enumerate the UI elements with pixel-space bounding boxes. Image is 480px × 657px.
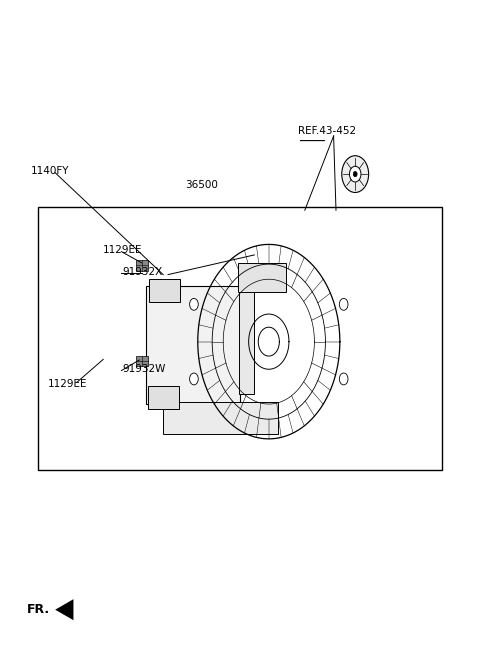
Bar xyxy=(149,279,180,302)
Circle shape xyxy=(342,156,369,193)
Text: 36500: 36500 xyxy=(185,180,218,191)
Bar xyxy=(163,402,278,434)
Circle shape xyxy=(190,298,198,310)
Polygon shape xyxy=(136,260,148,271)
Text: 1140FY: 1140FY xyxy=(31,166,70,176)
Bar xyxy=(38,207,442,470)
Bar xyxy=(148,386,179,409)
Text: 1129EE: 1129EE xyxy=(48,379,87,390)
Text: FR.: FR. xyxy=(26,603,49,616)
Circle shape xyxy=(190,373,198,385)
Circle shape xyxy=(339,298,348,310)
Circle shape xyxy=(339,373,348,385)
Text: 91932W: 91932W xyxy=(122,364,166,374)
Polygon shape xyxy=(55,599,73,620)
Text: 91932X: 91932X xyxy=(122,267,163,277)
Circle shape xyxy=(353,171,357,177)
Polygon shape xyxy=(136,356,148,367)
Text: 1129EE: 1129EE xyxy=(103,244,143,255)
Circle shape xyxy=(349,166,361,182)
Bar xyxy=(238,263,286,292)
Bar xyxy=(146,286,240,404)
Bar xyxy=(239,290,254,394)
Text: REF.43-452: REF.43-452 xyxy=(298,126,356,137)
